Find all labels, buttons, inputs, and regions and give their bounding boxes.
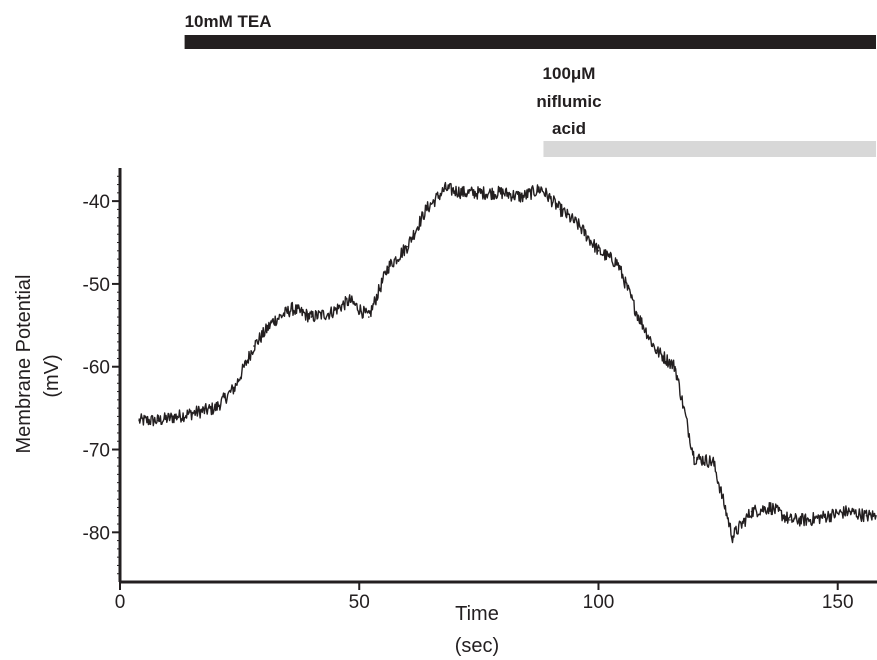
data-point [501, 192, 504, 194]
data-point [310, 316, 313, 318]
data-point [214, 407, 217, 409]
tea-treatment-label: 10mM TEA [185, 12, 272, 31]
data-point [253, 345, 255, 347]
x-tick-label: 150 [822, 592, 854, 613]
y-minor-ticks [117, 175, 120, 575]
data-point [674, 365, 676, 368]
data-point [272, 320, 274, 322]
y-axis-title: Membrane Potential [13, 275, 35, 454]
y-ticks: -40 -50 -60 -70 -80 [83, 192, 120, 544]
data-point [348, 299, 351, 302]
data-point [731, 535, 734, 538]
data-point [846, 510, 849, 513]
data-point [712, 461, 715, 463]
niflumic-acid-label-line: 100μM [543, 64, 596, 83]
niflumic-acid-label-line: acid [552, 119, 586, 138]
data-point [789, 519, 791, 521]
tea-treatment-bar [184, 35, 876, 49]
data-point [521, 196, 523, 198]
data-point [808, 519, 810, 521]
y-tick-label: -70 [83, 441, 110, 462]
data-point [693, 457, 695, 459]
data-point [750, 510, 753, 513]
data-point [425, 208, 428, 211]
data-point [635, 312, 638, 314]
data-point [769, 506, 772, 509]
x-axis-title: Time [455, 603, 499, 625]
data-point [616, 262, 619, 265]
data-point [827, 514, 829, 517]
data-point [597, 250, 600, 252]
data-point [157, 419, 160, 422]
data-point [875, 514, 877, 517]
niflumic-acid-treatment-bar [543, 141, 876, 157]
x-tick-label: 0 [115, 592, 126, 613]
data-point [865, 514, 868, 517]
y-axis-unit: (mV) [41, 354, 63, 397]
data-point [234, 386, 236, 389]
axes: -40 -50 -60 -70 -80 0 50 100 150 [83, 168, 877, 613]
y-tick-label: -40 [83, 192, 110, 213]
data-point [578, 225, 581, 227]
data-point [291, 307, 294, 310]
data-point [406, 245, 408, 248]
y-tick-label: -80 [83, 523, 110, 544]
niflumic-acid-label-line: niflumic [536, 92, 601, 111]
data-point [387, 266, 389, 269]
data-point [195, 411, 198, 414]
data-point [138, 419, 140, 422]
data-point [559, 208, 562, 211]
data-point [368, 316, 370, 318]
x-ticks: 0 50 100 150 [115, 582, 854, 613]
y-tick-label: -50 [83, 275, 110, 296]
treatment-bars: 10mM TEA 100μM niflumic acid [184, 12, 876, 157]
data-point [540, 187, 542, 190]
series-layer [138, 181, 877, 544]
data-point [655, 349, 657, 351]
data-point [482, 192, 485, 194]
data-point [329, 312, 332, 314]
x-tick-label: 100 [583, 592, 615, 613]
data-point [444, 187, 447, 190]
data-point [176, 415, 179, 418]
x-axis-unit: (sec) [455, 635, 499, 657]
x-tick-label: 50 [349, 592, 370, 613]
membrane-potential-trace [138, 181, 877, 544]
y-tick-label: -60 [83, 358, 110, 379]
data-point [463, 192, 466, 194]
